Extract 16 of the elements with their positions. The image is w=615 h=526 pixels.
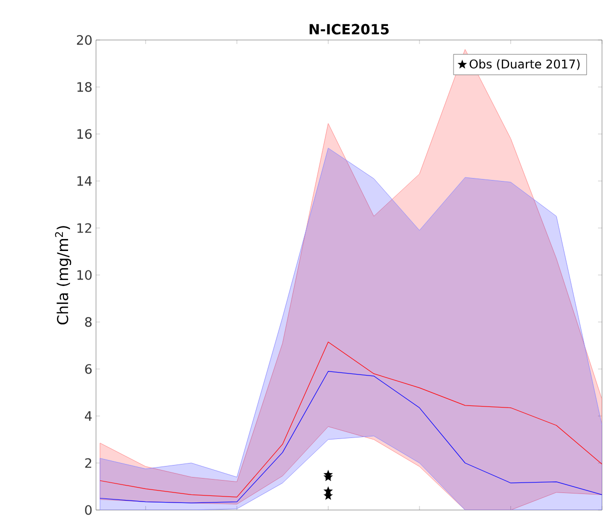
legend-label: Obs (Duarte 2017) xyxy=(470,59,580,70)
y-tick-label: 2 xyxy=(85,458,92,468)
chart-title: N-ICE2015 xyxy=(310,24,389,34)
y-tick-label: 10 xyxy=(77,270,92,280)
y-tick-label: 6 xyxy=(85,364,92,374)
line-series xyxy=(100,342,602,498)
y-tick-label: 4 xyxy=(84,411,92,421)
y-tick-label: 18 xyxy=(77,82,92,92)
y-tick-label: 8 xyxy=(85,317,92,327)
y-axis-title: Chla (mg/m$^{2}$) xyxy=(55,226,72,324)
y-tick-label: 0 xyxy=(85,505,92,515)
line-series xyxy=(100,371,602,504)
y-tick-label: 16 xyxy=(77,129,92,139)
y-tick-label: 14 xyxy=(77,176,92,186)
y-tick-label: 12 xyxy=(77,223,92,233)
y-tick-label: 20 xyxy=(76,35,92,45)
